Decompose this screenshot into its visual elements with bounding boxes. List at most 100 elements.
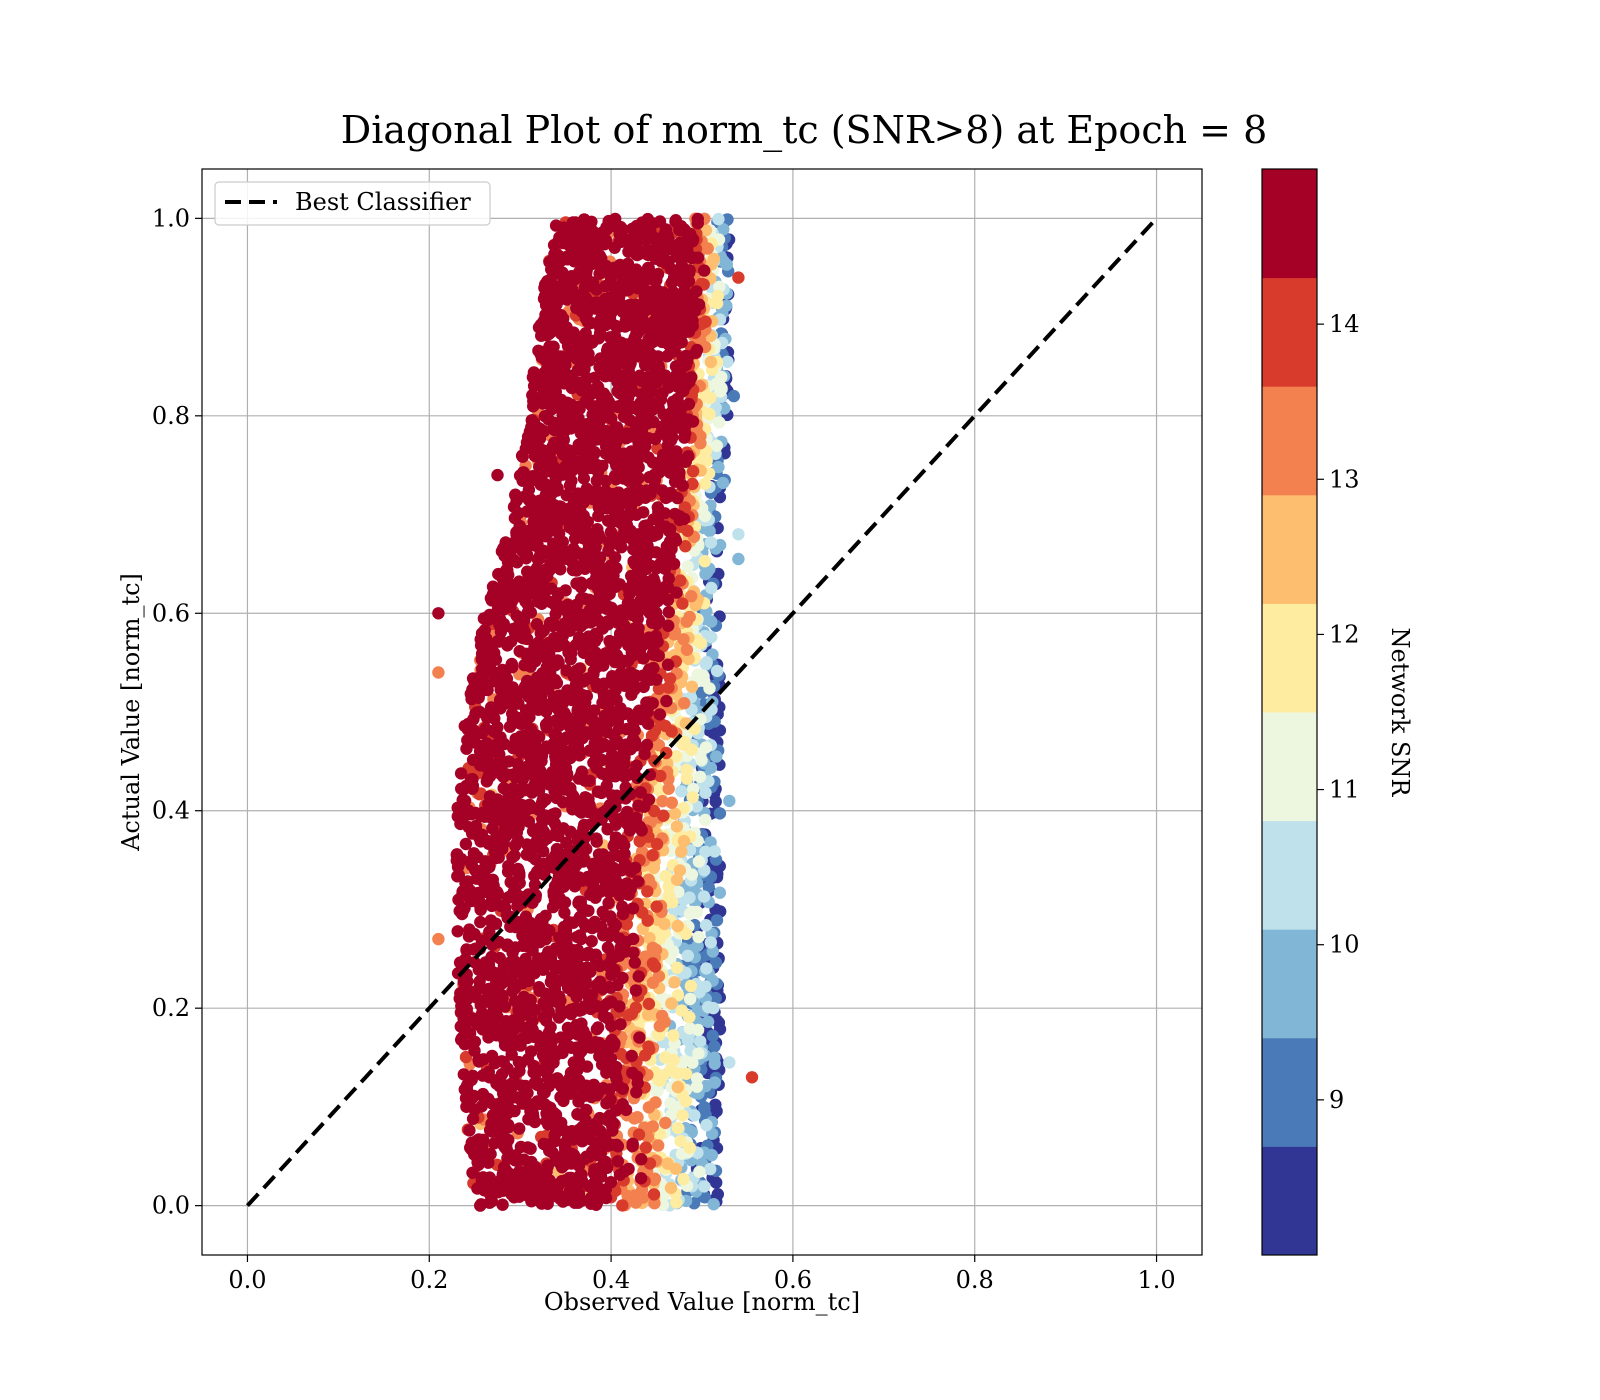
scatter-point bbox=[630, 1191, 644, 1204]
scatter-point bbox=[472, 982, 486, 995]
scatter-point bbox=[582, 946, 595, 959]
scatter-point bbox=[557, 279, 570, 292]
scatter-point bbox=[671, 1121, 685, 1135]
scatter-point bbox=[527, 779, 541, 792]
scatter-point bbox=[480, 737, 493, 750]
scatter-point bbox=[536, 794, 549, 807]
scatter-point bbox=[644, 487, 657, 501]
scatter-point bbox=[651, 350, 665, 363]
scatter-point bbox=[732, 552, 745, 566]
scatter-point bbox=[691, 217, 704, 230]
scatter-point bbox=[604, 1093, 617, 1106]
scatter-point bbox=[711, 289, 724, 303]
scatter-point bbox=[710, 664, 724, 678]
scatter-point bbox=[585, 456, 598, 470]
scatter-point bbox=[590, 677, 603, 690]
scatter-point bbox=[616, 971, 629, 985]
scatter-point bbox=[707, 1001, 720, 1015]
scatter-point bbox=[546, 657, 559, 670]
scatter-point bbox=[597, 577, 610, 590]
scatter-point bbox=[627, 766, 641, 779]
scatter-point bbox=[432, 932, 445, 946]
scatter-point bbox=[534, 627, 547, 640]
scatter-point bbox=[721, 355, 734, 368]
scatter-point bbox=[572, 772, 586, 785]
scatter-point bbox=[713, 416, 726, 429]
scatter-point bbox=[572, 497, 585, 511]
scatter-point bbox=[559, 761, 573, 775]
scatter-point bbox=[544, 1137, 557, 1151]
scatter-point bbox=[628, 1112, 641, 1125]
scatter-point bbox=[727, 389, 740, 403]
scatter-point bbox=[646, 589, 660, 602]
scatter-point bbox=[509, 963, 522, 976]
scatter-point bbox=[643, 931, 656, 945]
scatter-point bbox=[698, 1191, 712, 1204]
scatter-point bbox=[518, 680, 532, 693]
scatter-point bbox=[642, 997, 656, 1011]
scatter-point bbox=[655, 991, 669, 1005]
scatter-point bbox=[564, 943, 578, 956]
scatter-point bbox=[602, 291, 615, 304]
scatter-point bbox=[646, 941, 659, 954]
scatter-point bbox=[618, 620, 631, 634]
scatter-point bbox=[656, 795, 669, 808]
scatter-point bbox=[482, 1092, 495, 1106]
scatter-point bbox=[472, 897, 486, 910]
scatter-point bbox=[455, 1032, 469, 1045]
scatter-point bbox=[492, 755, 506, 768]
scatter-point bbox=[583, 798, 596, 812]
scatter-point bbox=[690, 1072, 704, 1085]
scatter-point bbox=[580, 1060, 594, 1073]
scatter-point bbox=[553, 1192, 567, 1206]
scatter-point bbox=[527, 394, 540, 408]
scatter-point bbox=[507, 500, 521, 514]
scatter-point bbox=[556, 624, 569, 637]
scatter-point bbox=[562, 327, 575, 340]
scatter-point bbox=[606, 503, 620, 516]
scatter-point bbox=[620, 607, 633, 620]
scatter-point bbox=[583, 441, 596, 455]
scatter-point bbox=[587, 575, 601, 589]
scatter-point bbox=[556, 408, 569, 422]
scatter-point bbox=[463, 720, 476, 733]
scatter-point bbox=[574, 895, 587, 908]
scatter-point bbox=[655, 335, 669, 349]
scatter-point bbox=[522, 1113, 535, 1126]
scatter-point bbox=[454, 987, 467, 1000]
scatter-point bbox=[716, 476, 730, 490]
scatter-point bbox=[472, 691, 485, 704]
scatter-point bbox=[550, 842, 564, 856]
scatter-point bbox=[605, 968, 618, 981]
scatter-point bbox=[713, 280, 726, 293]
scatter-point bbox=[600, 779, 613, 792]
scatter-point bbox=[745, 1071, 759, 1084]
scatter-point bbox=[452, 868, 465, 882]
scatter-point bbox=[648, 960, 662, 973]
scatter-point bbox=[466, 1012, 480, 1025]
scatter-point bbox=[572, 1108, 585, 1121]
scatter-point bbox=[587, 281, 601, 294]
scatter-point bbox=[723, 1056, 736, 1069]
scatter-point bbox=[662, 681, 675, 694]
scatter-point bbox=[602, 896, 615, 910]
scatter-point bbox=[560, 836, 573, 849]
scatter-point bbox=[515, 1079, 528, 1092]
scatter-point bbox=[509, 839, 522, 852]
scatter-point bbox=[604, 1113, 617, 1126]
scatter-point bbox=[665, 796, 678, 809]
scatter-point bbox=[474, 639, 488, 652]
scatter-point bbox=[483, 968, 496, 982]
scatter-point bbox=[577, 243, 590, 257]
scatter-point bbox=[611, 1140, 625, 1153]
scatter-point bbox=[528, 878, 542, 891]
scatter-point bbox=[694, 713, 707, 726]
scatter-point bbox=[608, 765, 621, 778]
scatter-points bbox=[432, 212, 759, 1212]
scatter-point bbox=[581, 254, 594, 267]
scatter-point bbox=[557, 504, 570, 517]
scatter-point bbox=[486, 1109, 500, 1122]
scatter-point bbox=[544, 1030, 557, 1043]
scatter-point bbox=[665, 725, 678, 738]
scatter-point bbox=[486, 587, 500, 601]
